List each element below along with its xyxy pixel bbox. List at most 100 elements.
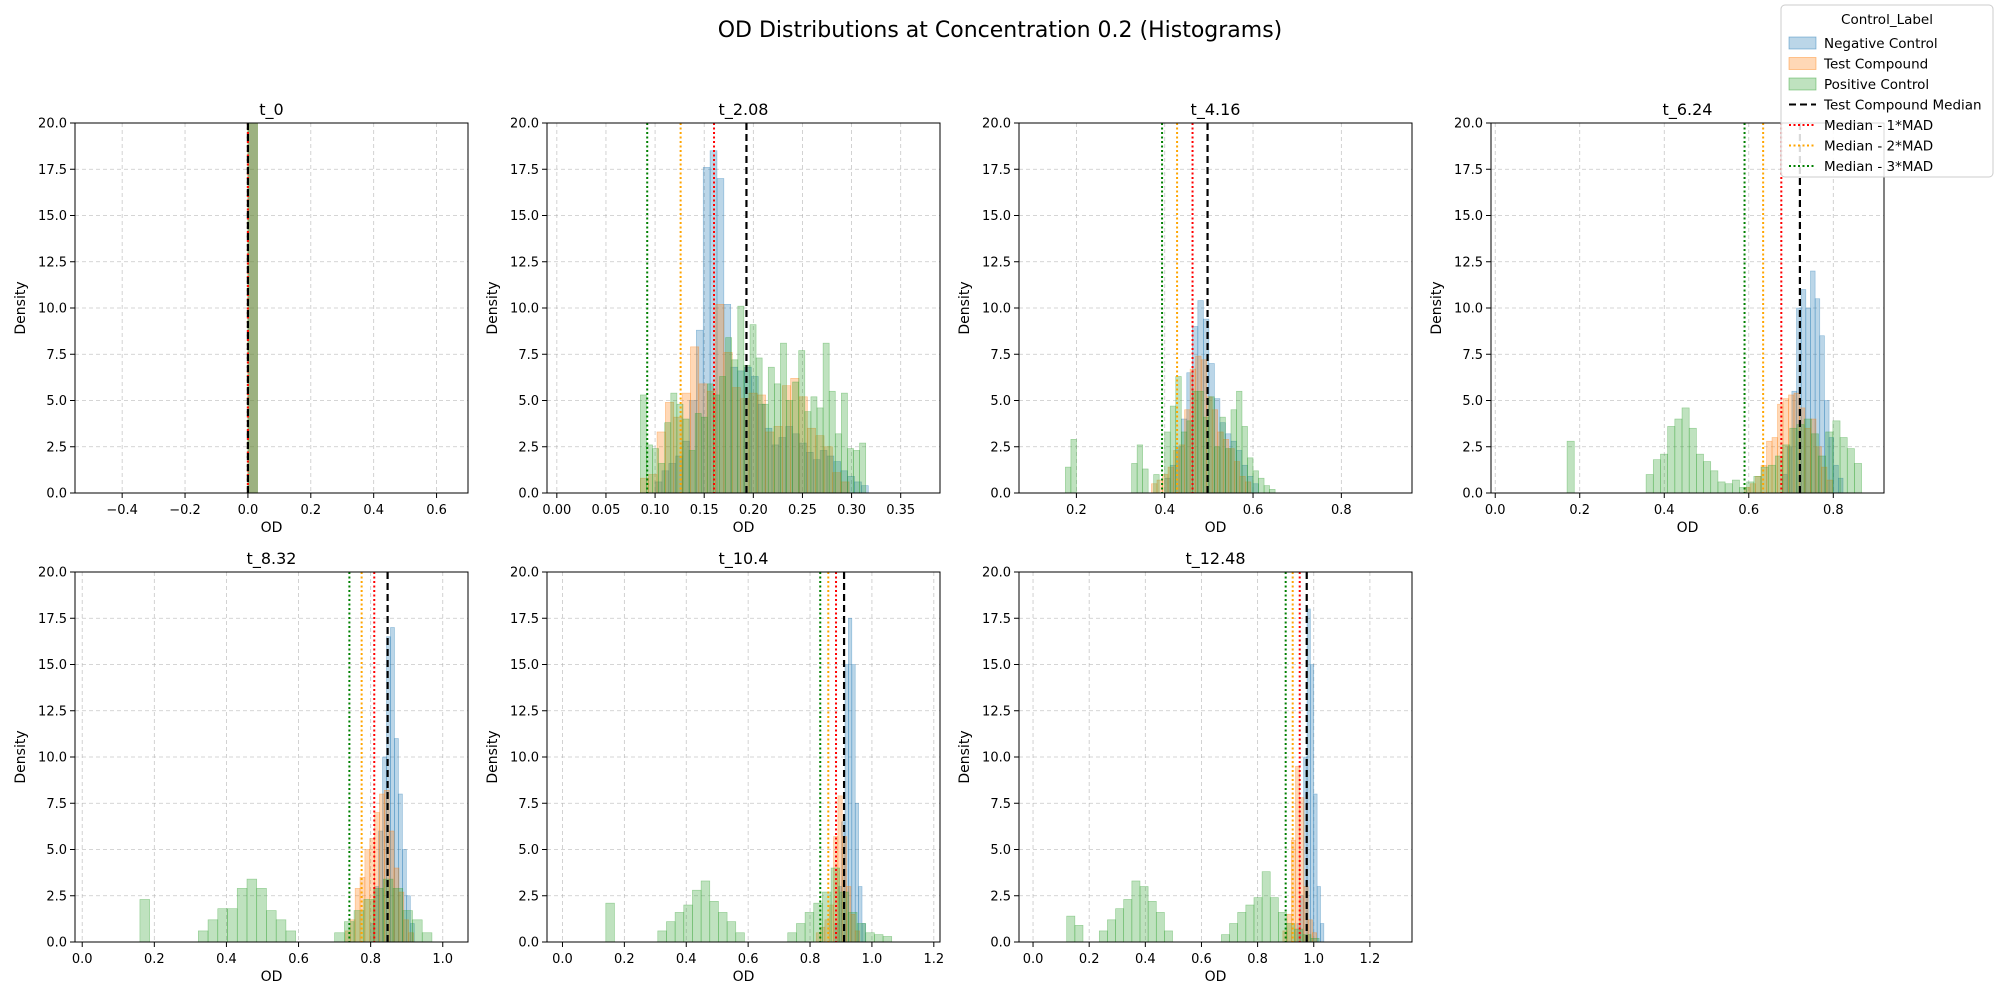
y-tick-label: 10.0 xyxy=(510,302,539,317)
panel-t_10-4: 0.0 0.2 0.4 0.6 0.8 1.0 1.2 0.0 2.5 5.0 7.5 10.0 12.… xyxy=(485,549,944,985)
x-tick-label: 0.6 xyxy=(426,503,447,518)
hist-bar-positive xyxy=(1175,376,1182,493)
hist-bar-positive xyxy=(1186,420,1193,493)
hist-bar-positive xyxy=(363,899,374,942)
hist-bar-positive xyxy=(1803,418,1812,493)
x-tick-label: 0.0 xyxy=(1485,503,1506,518)
x-tick-label: 0.4 xyxy=(363,503,384,518)
hist-bar-negative xyxy=(682,440,690,493)
hist-bar-negative xyxy=(1175,446,1182,493)
legend-swatch xyxy=(1788,77,1817,91)
hist-bar-positive xyxy=(804,912,815,942)
panel-t_0: −0.4 −0.2 0.0 0.2 0.4 0.6 0.0 2.5 5.0 7.5 10.0 12.5… xyxy=(13,100,469,536)
hist-bar-negative xyxy=(1810,270,1816,493)
x-tick-label: −0.4 xyxy=(106,503,138,518)
y-tick-label: 17.5 xyxy=(982,163,1011,178)
histograms xyxy=(1066,608,1325,942)
hist-bar-positive xyxy=(828,390,836,493)
hist-bar-positive xyxy=(1739,487,1747,493)
hist-bar-positive xyxy=(1832,420,1841,493)
x-tick-label: 0.15 xyxy=(690,503,719,518)
x-tick-label: 0.6 xyxy=(1191,952,1212,967)
hist-bar-negative xyxy=(1219,422,1226,493)
hist-bar-negative xyxy=(1192,326,1199,493)
y-tick-label: 10.0 xyxy=(1454,302,1483,317)
y-tick-label: 7.5 xyxy=(990,348,1011,363)
hist-bar-positive xyxy=(1846,448,1855,493)
hist-bar-positive xyxy=(700,880,711,942)
hist-bar-positive xyxy=(1696,453,1704,493)
y-tick-label: 5.0 xyxy=(990,394,1011,409)
hist-bar-test xyxy=(640,477,649,493)
hist-positive xyxy=(1066,871,1320,942)
y-tick-label: 2.5 xyxy=(518,440,539,455)
hist-bar-positive xyxy=(787,932,797,942)
hist-bar-positive xyxy=(874,934,884,942)
hist-bar-positive xyxy=(853,450,860,493)
x-tick-label: 0.10 xyxy=(641,503,670,518)
y-tick-label: 12.5 xyxy=(38,704,67,719)
hist-bar-test xyxy=(1804,427,1811,493)
hist-bar-positive xyxy=(822,342,830,493)
hist-bar-negative xyxy=(1180,418,1188,493)
hist-bar-negative xyxy=(1824,400,1830,493)
y-tick-label: 12.5 xyxy=(38,255,67,270)
hist-bar-negative xyxy=(394,738,399,942)
hist-bar-test xyxy=(748,392,758,493)
x-axis-label: OD xyxy=(733,520,755,536)
panel-t_4-16: 0.2 0.4 0.6 0.8 0.0 2.5 5.0 7.5 10.0 12.5 15.0 17.5… xyxy=(957,100,1413,536)
x-tick-label: 0.30 xyxy=(837,503,866,518)
panel-title: t_8.32 xyxy=(247,549,297,569)
grid xyxy=(75,122,468,494)
hist-bar-negative xyxy=(1838,477,1844,493)
hist-positive xyxy=(1566,407,1862,493)
hist-bar-positive xyxy=(1098,930,1108,942)
hist-bar-positive xyxy=(1263,485,1270,493)
hist-bar-test xyxy=(765,431,775,493)
x-tick-label: 1.0 xyxy=(1303,952,1324,967)
hist-bar-positive xyxy=(1245,904,1255,942)
hist-bar-test xyxy=(1228,448,1235,493)
hist-bar-positive xyxy=(847,448,854,493)
y-tick-label: 0.0 xyxy=(1462,487,1483,502)
hist-test xyxy=(345,789,414,942)
hist-bar-negative xyxy=(819,450,828,493)
hist-bar-positive xyxy=(1225,448,1232,493)
reference-lines xyxy=(1161,123,1209,493)
hist-bar-test xyxy=(364,849,371,942)
hist-bar-negative xyxy=(689,400,697,493)
y-tick-label: 17.5 xyxy=(38,612,67,627)
reference-lines xyxy=(646,123,748,493)
y-tick-label: 5.0 xyxy=(990,843,1011,858)
hist-bar-positive xyxy=(834,433,842,493)
hist-bar-positive xyxy=(605,902,615,942)
y-tick-label: 7.5 xyxy=(518,797,539,812)
hist-bar-positive xyxy=(1230,409,1237,493)
hist-bar-test xyxy=(665,402,675,493)
hist-bar-negative xyxy=(812,459,821,493)
grid xyxy=(75,571,468,943)
hist-bar-negative xyxy=(1316,886,1321,942)
hist-bar-positive xyxy=(1169,405,1177,493)
hist-bar-positive xyxy=(859,442,867,493)
y-tick-label: 10.0 xyxy=(510,751,539,766)
legend-entry: Median - 1*MAD xyxy=(1789,118,1933,134)
hist-bar-positive xyxy=(1645,474,1654,493)
y-tick-label: 12.5 xyxy=(1454,255,1483,270)
hist-bar-test xyxy=(1184,409,1191,493)
x-axis-label: OD xyxy=(1205,520,1227,536)
hist-bar-negative xyxy=(675,455,683,493)
legend-box xyxy=(1780,4,1994,178)
hist-bar-test xyxy=(388,830,395,942)
panel-t_12-48: 0.0 0.2 0.4 0.6 0.8 1.0 1.2 0.0 2.5 5.0 7.5 10.0 12.… xyxy=(957,549,1413,985)
y-axis-label: Density xyxy=(485,281,501,334)
x-tick-label: 0.0 xyxy=(552,952,573,967)
hist-bar-test xyxy=(369,838,375,942)
hist-bar-positive xyxy=(1811,433,1819,493)
hist-bar-negative xyxy=(861,923,866,942)
hist-bar-test xyxy=(1788,394,1795,493)
hist-bar-positive xyxy=(719,376,726,493)
hist-bar-positive xyxy=(780,342,787,493)
y-tick-label: 7.5 xyxy=(518,348,539,363)
